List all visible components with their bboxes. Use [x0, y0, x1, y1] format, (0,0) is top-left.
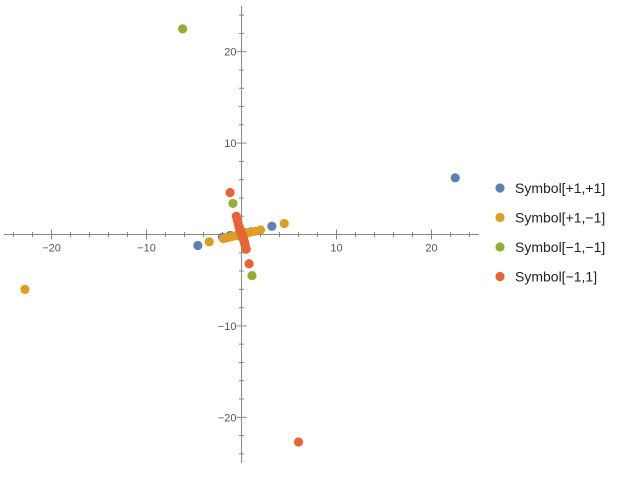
- point-series-2: [20, 284, 30, 294]
- point-series-1: [193, 240, 203, 251]
- point-series-2: [204, 237, 214, 247]
- point-series-1: [267, 221, 277, 231]
- legend-swatch: [495, 212, 505, 223]
- point-series-3: [178, 24, 188, 34]
- legend-label: Symbol[−1,−1]: [515, 239, 605, 255]
- x-tick-label: −20: [42, 243, 61, 255]
- point-series-4: [235, 224, 245, 234]
- point-series-2: [218, 234, 229, 244]
- x-tick-label: −10: [137, 243, 156, 255]
- tick-labels: −20 −10 10 20 −20 −10 10 20: [42, 47, 437, 425]
- x-tick-label: 10: [330, 243, 342, 255]
- legend-label: Symbol[−1,1]: [515, 269, 597, 285]
- point-series-4: [241, 244, 251, 254]
- legend-swatch: [495, 271, 505, 282]
- y-tick-label: −20: [218, 412, 237, 424]
- legend-swatch: [495, 242, 505, 252]
- point-series-4: [237, 231, 248, 241]
- point-series-3: [247, 271, 257, 281]
- x-tick-label: 20: [425, 243, 437, 255]
- legend: Symbol[+1,+1] Symbol[+1,−1] Symbol[−1,−1] S…: [495, 180, 605, 285]
- point-series-3: [228, 198, 238, 209]
- data-points: [20, 24, 460, 447]
- legend-label: Symbol[+1,−1]: [515, 210, 605, 226]
- point-series-4: [225, 187, 235, 198]
- y-tick-label: −10: [218, 321, 237, 333]
- point-series-1: [450, 173, 460, 183]
- y-tick-label: 10: [224, 138, 236, 150]
- legend-label: Symbol[+1,+1]: [515, 180, 605, 196]
- point-series-4: [293, 437, 304, 447]
- legend-swatch: [495, 183, 505, 193]
- point-series-4: [244, 259, 254, 269]
- y-tick-label: 20: [224, 47, 236, 59]
- point-series-2: [279, 218, 289, 229]
